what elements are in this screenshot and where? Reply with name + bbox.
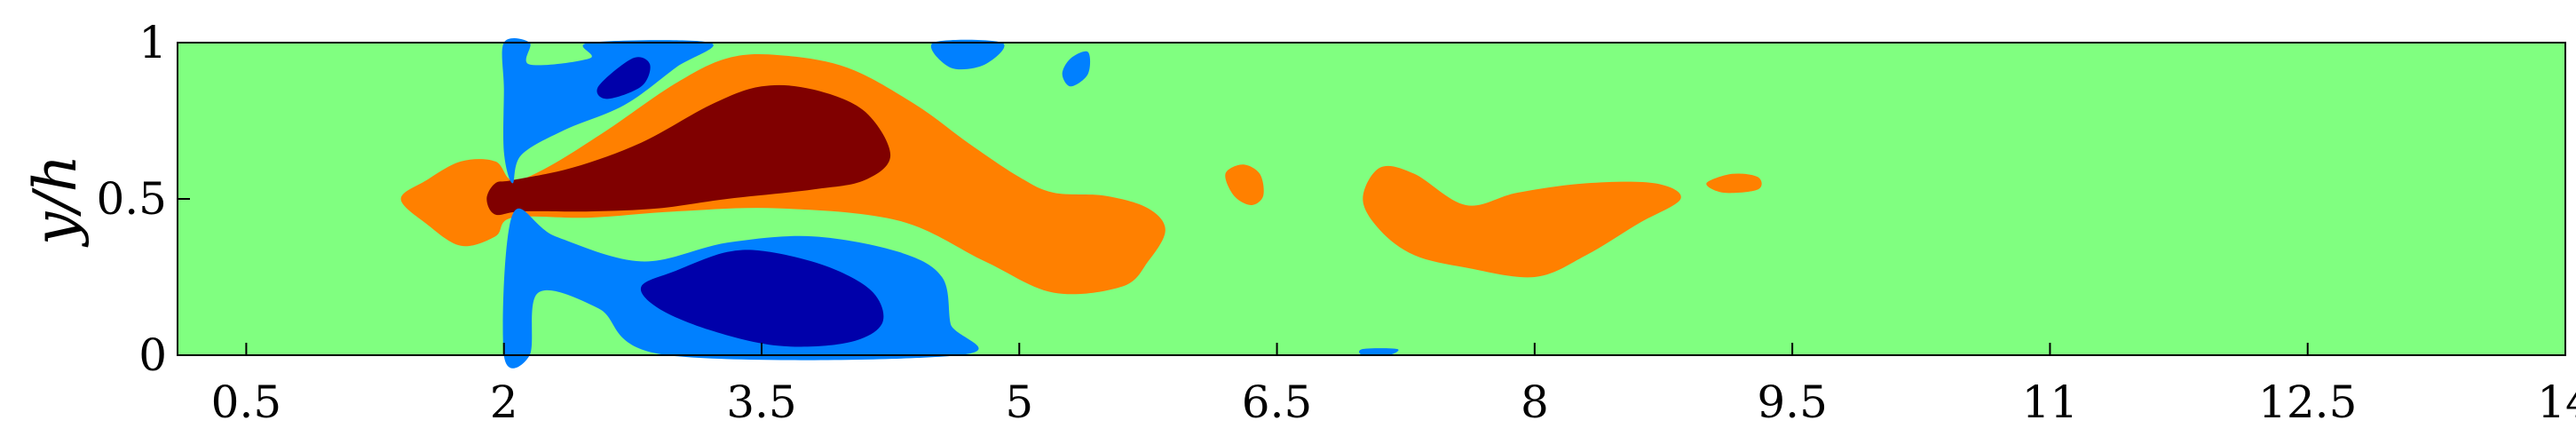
y-tick-label: 0 bbox=[138, 329, 167, 381]
plot-area bbox=[178, 38, 2565, 369]
x-tick-label: 12.5 bbox=[2258, 377, 2357, 428]
contour-region-negative bbox=[1359, 348, 1399, 356]
y-tick-label: 0.5 bbox=[96, 173, 167, 225]
x-tick-label: 8 bbox=[1521, 377, 1549, 428]
y-axis-label: y/h bbox=[21, 155, 90, 248]
x-tick-label: 9.5 bbox=[1757, 377, 1828, 428]
x-axis: 0.5 2 3.5 5 6.5 8 9.5 11 12.5 14 bbox=[211, 343, 2576, 428]
x-tick-label: 3.5 bbox=[726, 377, 797, 428]
contour-region-negative bbox=[930, 39, 1005, 70]
contour-region-negative bbox=[1062, 51, 1091, 87]
x-tick-label: 6.5 bbox=[1242, 377, 1313, 428]
contour-region-positive bbox=[1363, 165, 1681, 278]
contour-region-strong-negative bbox=[640, 250, 884, 347]
y-tick-label: 1 bbox=[138, 17, 167, 68]
contour-region-strong-negative bbox=[597, 57, 651, 99]
x-tick-label: 14 bbox=[2537, 377, 2576, 428]
contour-region-positive bbox=[1706, 173, 1762, 194]
x-tick-label: 11 bbox=[2022, 377, 2079, 428]
contour-region-strong-positive bbox=[486, 84, 891, 216]
contour-region-negative bbox=[502, 38, 714, 184]
x-tick-label: 0.5 bbox=[211, 377, 282, 428]
contour-region-positive bbox=[1225, 164, 1264, 205]
y-axis: 00.51 bbox=[96, 17, 190, 381]
x-tick-label: 5 bbox=[1005, 377, 1033, 428]
plot-frame bbox=[177, 42, 2566, 356]
x-tick-label: 2 bbox=[490, 377, 518, 428]
contour-fills bbox=[400, 38, 1762, 369]
